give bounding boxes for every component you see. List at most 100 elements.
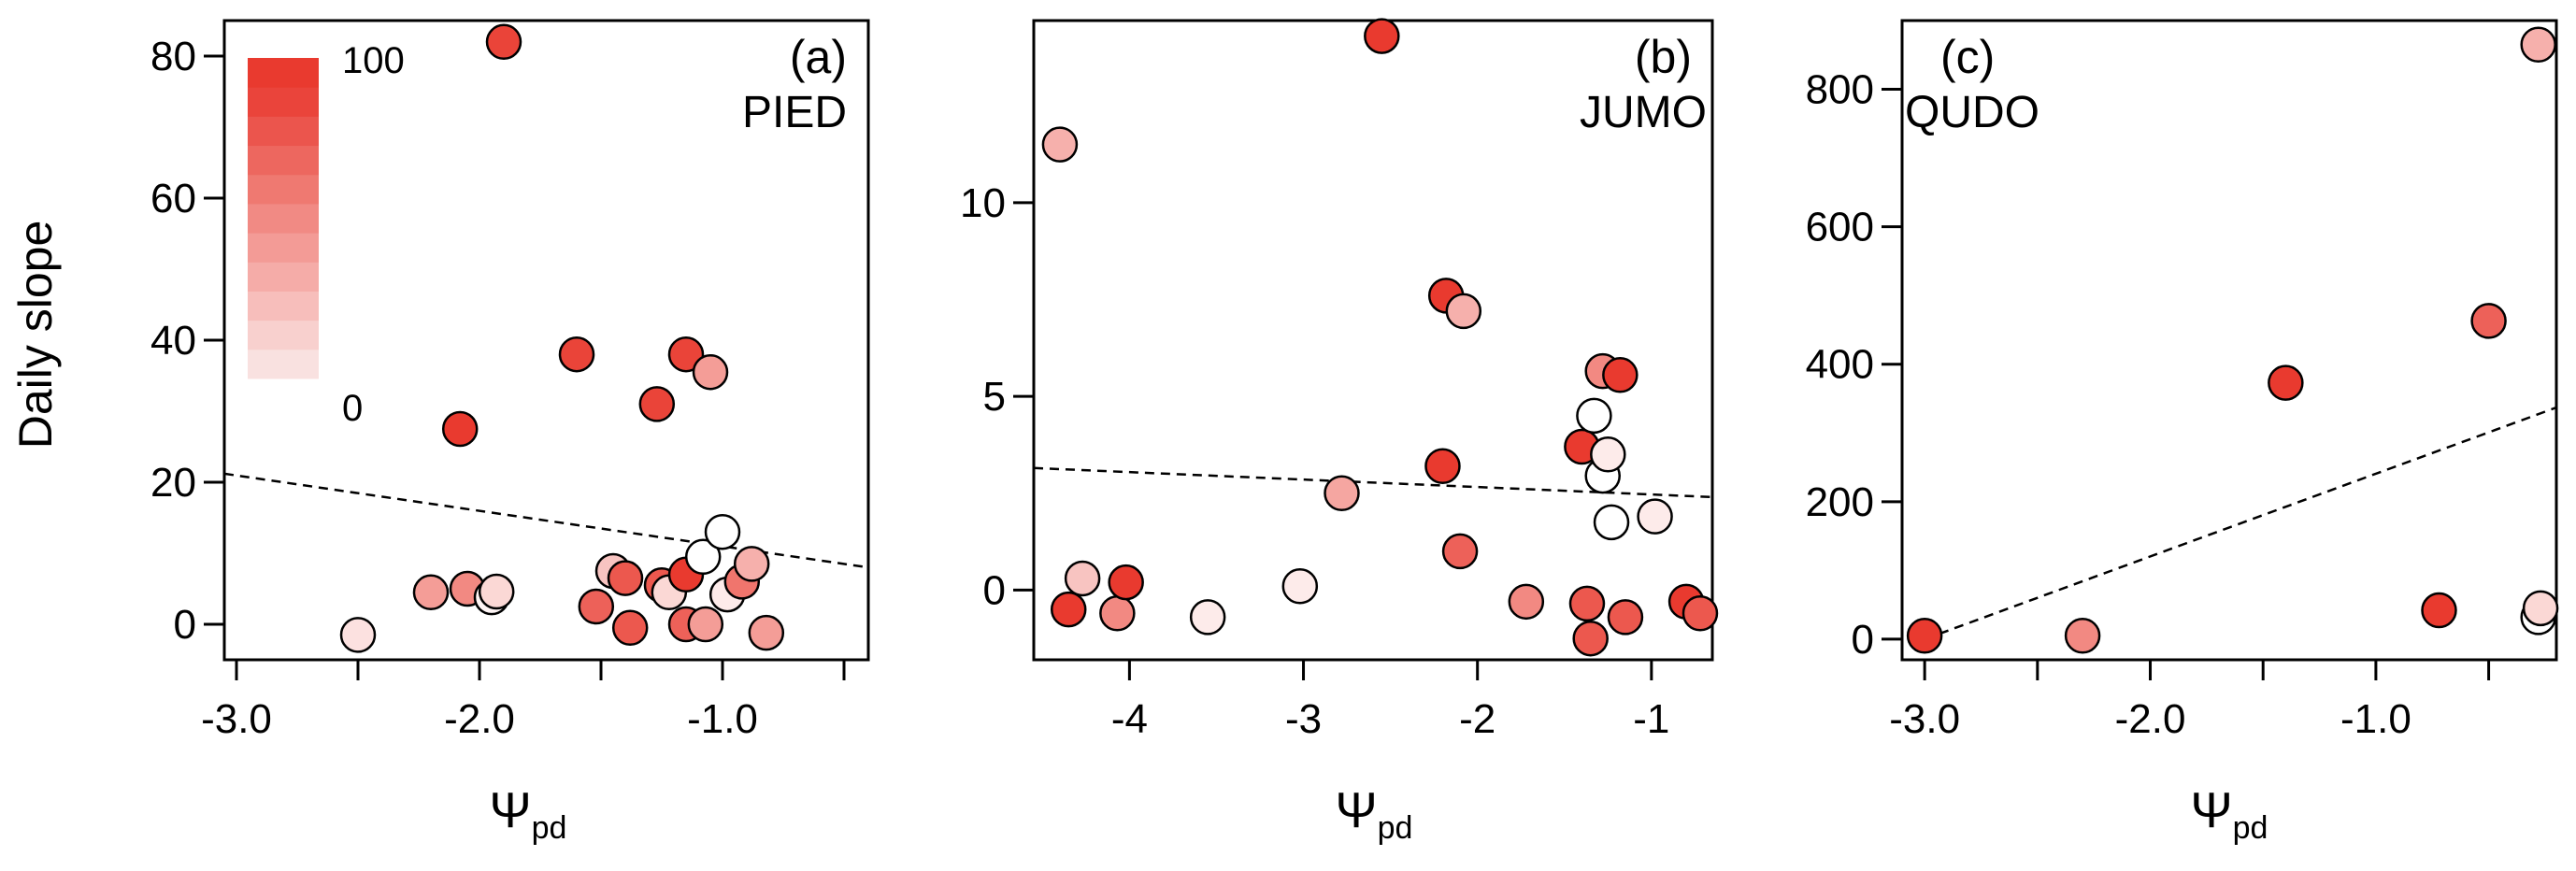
data-point (1064, 560, 1101, 597)
legend-top-label: 100 (342, 40, 405, 81)
scatter-points (224, 23, 868, 653)
data-point (2520, 26, 2556, 63)
legend-swatch (248, 262, 319, 292)
trend-line (1924, 406, 2556, 641)
data-point (638, 386, 676, 422)
data-point (478, 573, 515, 610)
legend-swatch (248, 320, 319, 350)
legend-swatch (248, 233, 319, 263)
data-point (1590, 436, 1626, 473)
data-point (1508, 583, 1545, 621)
panel-label: (c) (1940, 31, 1995, 83)
species-label: JUMO (1580, 88, 1707, 137)
panel-b: -4 -3 -2 -1 0 5 10 (b) JUMO Ψpd (960, 18, 1719, 846)
data-point (1424, 448, 1461, 484)
data-point (558, 336, 595, 373)
y-tick-label: 800 (1806, 67, 1874, 113)
x-tick-label: -3.0 (201, 696, 272, 742)
data-point (611, 609, 649, 647)
axis-ticks: -4 -3 -2 -1 0 5 10 (960, 180, 1669, 742)
data-point (1593, 504, 1630, 541)
legend-swatch (248, 174, 319, 205)
data-point (667, 336, 705, 373)
plot-frame (1900, 19, 2558, 662)
y-tick-label: 0 (174, 602, 196, 648)
data-point (1324, 475, 1360, 511)
legend-swatch (248, 349, 319, 379)
data-point (2421, 592, 2457, 629)
legend-bottom-label: 0 (342, 388, 363, 429)
data-point (2522, 590, 2559, 627)
data-point (578, 588, 615, 625)
species-label: QUDO (1905, 88, 2039, 137)
x-tick-label: -1 (1633, 696, 1669, 742)
species-label: PIED (742, 88, 847, 137)
data-point (704, 513, 741, 550)
panel-a: -3.0 -2.0 -1.0 0 20 40 60 80 (a) PIED 100 0 Ψpd (150, 19, 870, 846)
y-tick-label: 10 (960, 180, 1006, 226)
trend-line (1034, 466, 1712, 499)
y-tick-label: 80 (150, 34, 196, 79)
data-point (1108, 564, 1144, 601)
data-point (1682, 595, 1719, 632)
data-point (441, 410, 479, 448)
data-point (1906, 618, 1943, 654)
data-point (1099, 595, 1136, 632)
x-axis-label: Ψpd (490, 782, 567, 846)
data-point (1281, 567, 1319, 605)
data-point (607, 560, 644, 596)
legend-swatch (248, 87, 319, 117)
scatter-points (1034, 18, 1719, 657)
data-point (692, 353, 729, 391)
panel-label: (a) (790, 31, 847, 83)
x-tick-label: -3.0 (1889, 696, 1960, 742)
panel-label: (b) (1635, 31, 1692, 83)
data-point (2268, 364, 2304, 401)
y-tick-label: 5 (983, 374, 1006, 420)
data-point (2470, 303, 2507, 339)
axis-ticks: -3.0 -2.0 -1.0 0 200 400 600 800 (1806, 67, 2491, 742)
data-point (339, 617, 377, 653)
x-tick-label: -3 (1285, 696, 1322, 742)
data-point (1041, 126, 1079, 163)
data-point (1445, 293, 1482, 330)
y-tick-label: 20 (150, 460, 196, 506)
x-tick-label: -2.0 (2115, 696, 2186, 742)
x-tick-label: -2.0 (444, 696, 515, 742)
legend-swatch (248, 203, 319, 234)
y-tick-label: 200 (1806, 479, 1874, 525)
legend-swatch (248, 145, 319, 176)
trend-line (224, 472, 868, 569)
data-point (748, 614, 785, 651)
x-tick-label: -1.0 (2340, 696, 2411, 742)
data-point (1637, 498, 1673, 535)
x-tick-label: -2 (1459, 696, 1496, 742)
data-point (733, 546, 770, 582)
data-point (1050, 591, 1087, 628)
data-point (1364, 18, 1400, 54)
data-point (1189, 599, 1226, 635)
data-point (687, 606, 724, 643)
y-axis-label: Daily slope (9, 221, 62, 450)
scatter-points (1906, 26, 2559, 654)
y-tick-label: 60 (150, 176, 196, 221)
legend-swatch (248, 291, 319, 321)
data-point (1607, 599, 1644, 635)
legend-swatch (248, 58, 319, 88)
y-tick-label: 400 (1806, 342, 1874, 388)
color-legend: 100 0 (248, 40, 405, 429)
data-point (485, 23, 522, 61)
y-tick-label: 0 (983, 567, 1006, 613)
data-point (1568, 585, 1606, 622)
data-point (412, 574, 450, 611)
legend-swatch (248, 116, 319, 147)
data-point (1602, 357, 1639, 393)
x-tick-label: -4 (1111, 696, 1148, 742)
data-point (2064, 618, 2101, 654)
x-axis-label: Ψpd (2191, 782, 2268, 846)
y-tick-label: 40 (150, 318, 196, 364)
x-tick-label: -1.0 (687, 696, 758, 742)
data-point (1441, 533, 1479, 570)
y-tick-label: 600 (1806, 205, 1874, 250)
